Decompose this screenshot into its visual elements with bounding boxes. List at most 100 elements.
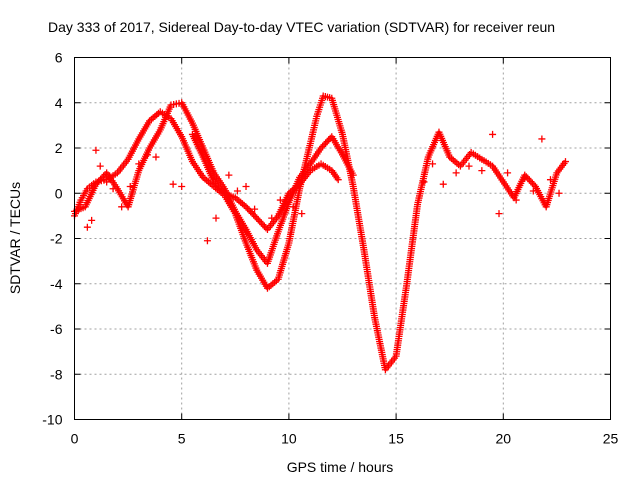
data-point-series-4 (118, 203, 126, 211)
data-point-series-4 (452, 169, 460, 177)
data-point-series-2 (97, 175, 105, 183)
data-point-series-4 (135, 160, 143, 168)
data-point-series-2 (98, 174, 106, 182)
data-point-series-2 (317, 144, 325, 152)
data-point-series-4 (521, 173, 529, 181)
data-point-series-3 (256, 217, 264, 225)
data-point-series-4 (538, 135, 546, 143)
data-point-series-3 (218, 186, 226, 194)
plot-frame (74, 57, 611, 420)
x-tick-label: 25 (603, 431, 619, 447)
data-point-series-3 (216, 184, 224, 192)
data-point-series-3 (211, 180, 219, 188)
data-point-series-3 (334, 176, 342, 184)
data-point-series-3 (257, 219, 265, 227)
data-point-series-2 (322, 139, 330, 147)
data-point-series-2 (323, 138, 331, 146)
x-axis-title: GPS time / hours (287, 459, 394, 475)
data-point-series-4 (489, 130, 497, 138)
data-point-series-4 (251, 205, 259, 213)
data-point-series-3 (213, 181, 221, 189)
data-point-series-4 (169, 180, 177, 188)
data-point-series-3 (219, 188, 227, 196)
data-point-series-4 (242, 182, 250, 190)
data-point-series-1 (525, 176, 533, 184)
data-point-series-4 (289, 203, 297, 211)
data-point-series-4 (555, 189, 563, 197)
data-point-series-3 (250, 211, 258, 219)
data-point-series-4 (212, 214, 220, 222)
data-point-series-4 (420, 178, 428, 186)
x-tick-label: 5 (178, 431, 186, 447)
data-point-series-4 (88, 216, 96, 224)
chart-title: Day 333 of 2017, Sidereal Day-to-day VTE… (48, 19, 555, 35)
data-point-series-4 (268, 214, 276, 222)
y-tick-label: -8 (50, 366, 63, 382)
y-tick-label: -6 (50, 321, 63, 337)
data-point-series-4 (152, 153, 160, 161)
data-point-series-3 (253, 214, 261, 222)
data-point-series-4 (478, 167, 486, 175)
y-tick-label: -2 (50, 231, 63, 247)
data-point-series-4 (103, 178, 111, 186)
data-point-series-4 (298, 210, 306, 218)
data-point-series-2 (320, 141, 328, 149)
data-point-series-2 (95, 177, 103, 185)
data-point-series-4 (96, 162, 104, 170)
data-point-series-2 (92, 180, 100, 188)
data-points (71, 92, 569, 374)
data-point-series-4 (92, 146, 100, 154)
data-point-series-3 (248, 209, 256, 217)
data-point-series-2 (100, 172, 108, 180)
data-point-series-4 (83, 223, 91, 231)
data-point-series-1 (528, 179, 536, 187)
y-tick-label: -10 (42, 412, 62, 428)
grid-lines (74, 57, 611, 420)
data-point-series-3 (210, 178, 218, 186)
data-point-series-4 (504, 169, 512, 177)
data-point-series-4 (546, 176, 554, 184)
y-tick-label: -4 (50, 276, 63, 292)
y-tick-label: 4 (55, 95, 63, 111)
data-point-series-4 (495, 210, 503, 218)
y-tick-labels: -10 -8 -6 -4 -2 0 2 4 6 (42, 50, 62, 428)
x-tick-label: 20 (496, 431, 512, 447)
data-point-series-4 (126, 182, 134, 190)
y-tick-label: 2 (55, 140, 63, 156)
x-tick-label: 0 (71, 431, 79, 447)
data-point-series-3 (259, 221, 267, 229)
y-tick-label: 0 (55, 185, 63, 201)
data-point-series-4 (225, 171, 233, 179)
data-point-series-4 (439, 180, 447, 188)
data-point-series-4 (203, 237, 211, 245)
data-point-series-2 (349, 171, 357, 179)
data-point-series-3 (244, 204, 252, 212)
data-point-series-2 (325, 136, 333, 144)
data-point-series-3 (242, 203, 250, 211)
data-point-series-3 (251, 213, 259, 221)
data-point-series-2 (319, 142, 327, 150)
data-point-series-3 (247, 208, 255, 216)
data-point-series-4 (178, 182, 186, 190)
data-point-series-3 (214, 183, 222, 191)
y-axis-title: SDTVAR / TECUs (7, 182, 23, 294)
data-point-series-1 (530, 181, 538, 189)
data-point-series-1 (527, 178, 535, 186)
data-point-series-3 (245, 206, 253, 214)
x-tick-labels: 0 5 10 15 20 25 (71, 431, 619, 447)
x-tick-label: 15 (388, 431, 404, 447)
x-tick-label: 10 (281, 431, 297, 447)
data-point-series-3 (254, 216, 262, 224)
data-point-series-3 (260, 222, 268, 230)
data-point-series-4 (276, 196, 284, 204)
data-point-series-2 (93, 179, 101, 187)
data-point-series-4 (429, 160, 437, 168)
y-tick-label: 6 (55, 50, 63, 66)
data-point-series-4 (233, 187, 241, 195)
data-point-series-4 (512, 196, 520, 204)
data-point-series-4 (109, 185, 117, 193)
data-point-series-1 (524, 174, 532, 182)
data-point-series-4 (143, 151, 151, 159)
data-point-series-1 (561, 158, 569, 166)
